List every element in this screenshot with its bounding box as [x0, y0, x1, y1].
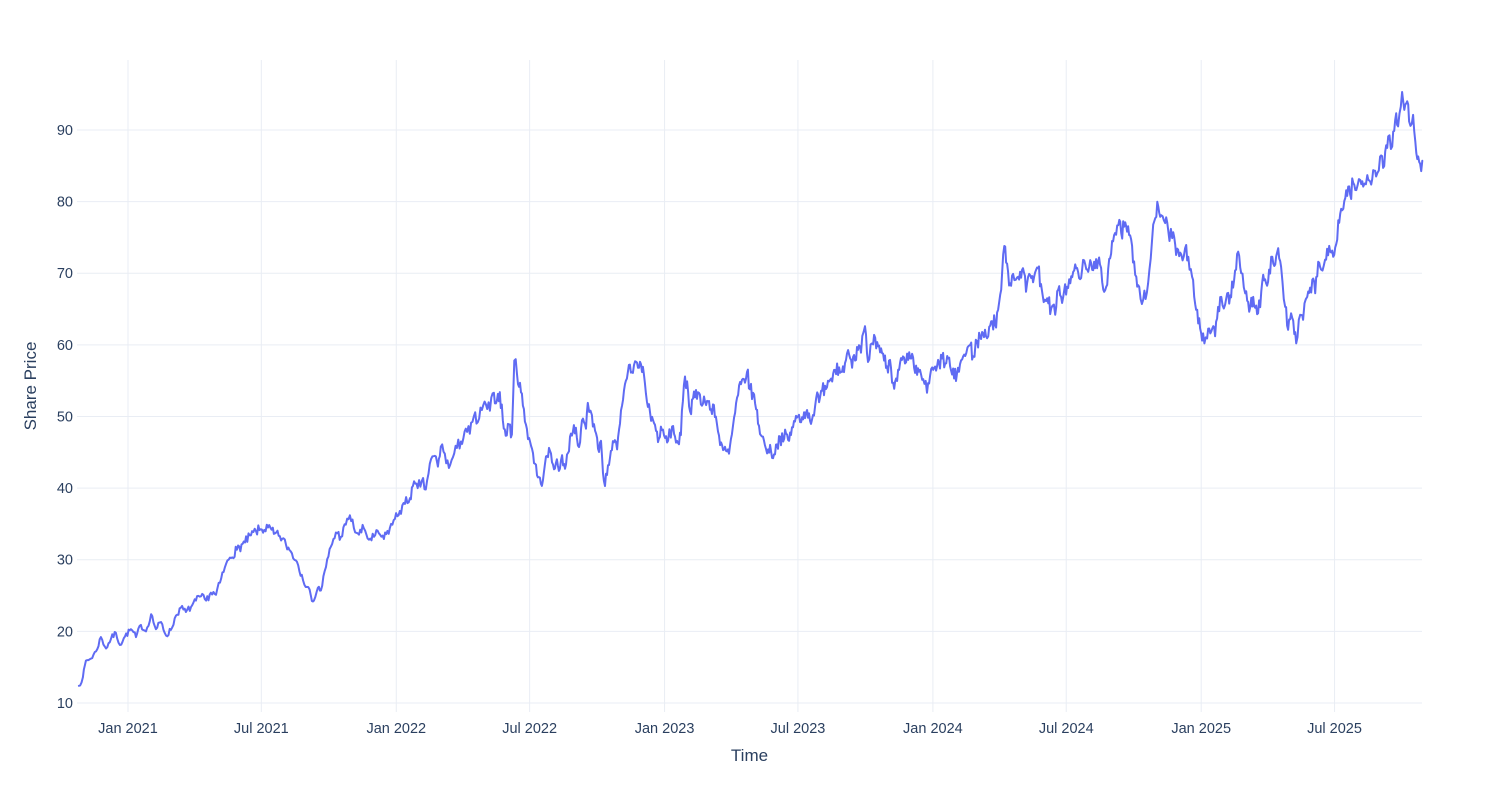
y-tick-label: 10: [57, 696, 73, 712]
y-tick-label: 70: [57, 266, 73, 282]
y-tick-label: 20: [57, 624, 73, 640]
x-tick-label: Jan 2024: [903, 721, 963, 737]
y-tick-label: 30: [57, 553, 73, 569]
x-tick-label: Jan 2025: [1171, 721, 1231, 737]
x-axis-tick-labels: Jan 2021 Jul 2021 Jan 2022 Jul 2022 Jan 2023…: [98, 721, 1362, 737]
price-line-series[interactable]: [77, 91, 1424, 687]
x-axis-title: Time: [731, 746, 768, 765]
x-tick-label: Jul 2023: [771, 721, 826, 737]
y-axis-tick-labels: 10 20 30 40 50 60 70 80 90: [57, 123, 73, 712]
y-tick-label: 50: [57, 409, 73, 425]
x-tick-label: Jul 2025: [1307, 721, 1362, 737]
x-tick-label: Jan 2021: [98, 721, 158, 737]
y-axis-title: Share Price: [21, 342, 40, 431]
x-tick-label: Jul 2021: [234, 721, 289, 737]
x-tick-label: Jan 2022: [366, 721, 426, 737]
y-tick-label: 60: [57, 338, 73, 354]
x-tick-label: Jul 2022: [502, 721, 557, 737]
gridlines: [77, 60, 1422, 712]
x-tick-label: Jul 2024: [1039, 721, 1094, 737]
y-tick-label: 40: [57, 481, 73, 497]
y-tick-label: 90: [57, 123, 73, 139]
x-tick-label: Jan 2023: [635, 721, 695, 737]
y-tick-label: 80: [57, 195, 73, 211]
